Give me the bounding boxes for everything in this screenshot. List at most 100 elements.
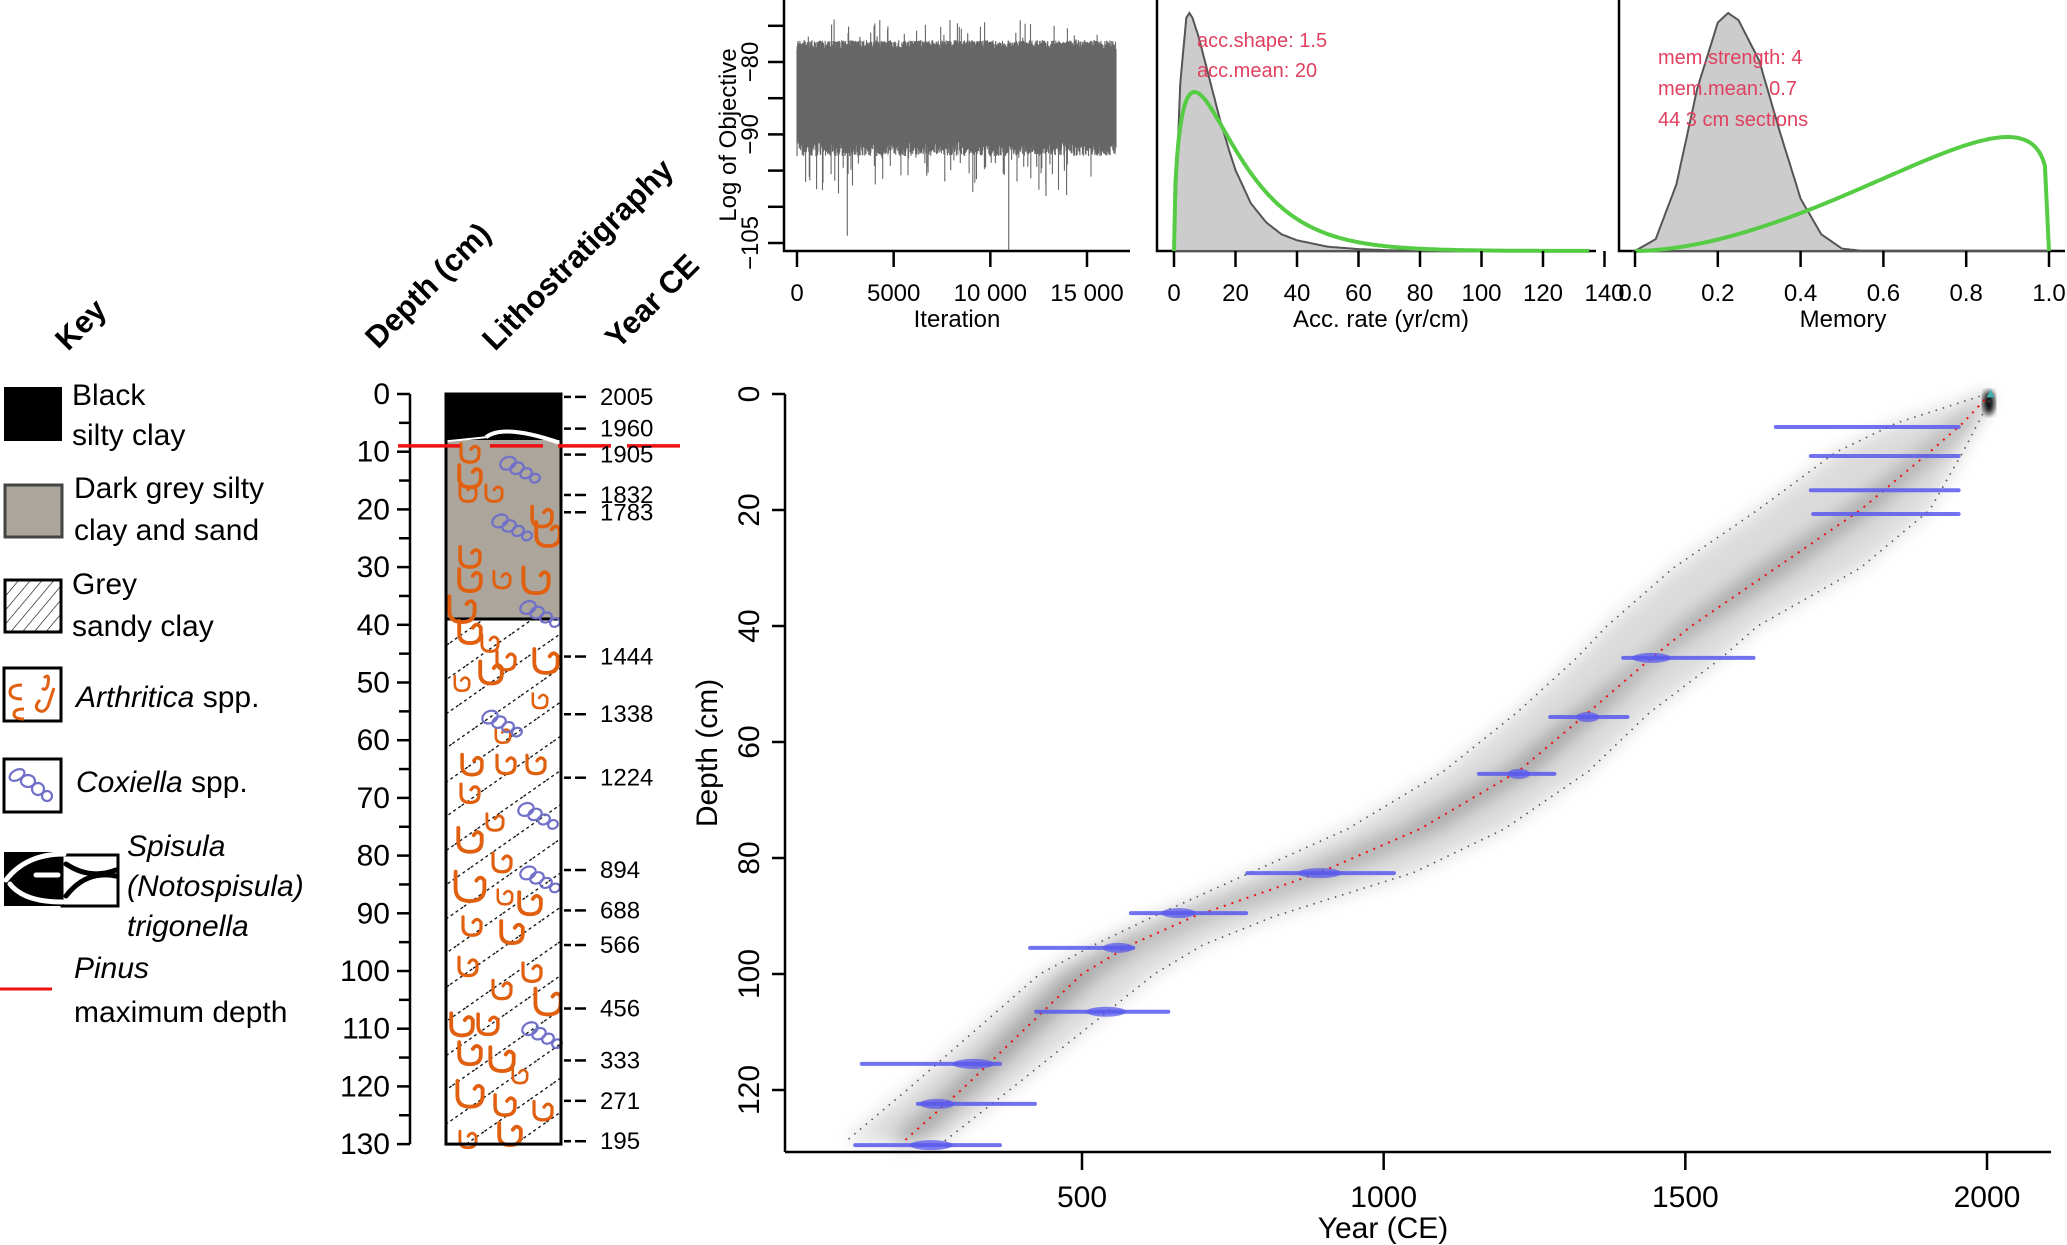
memory-panel: 0.0 0.2 0.4 0.6 0.8 1.0 Memory mem.strength: 4 m… [1617,0,2066,333]
arthritica-shell-icon [521,565,551,596]
coxiella-shell-icon [547,818,559,830]
acc-rate-annotation: acc.mean: 20 [1197,60,1317,82]
y-tick-label: 120 [733,1065,766,1115]
litho-column-frame [444,392,563,1146]
depth-tick-label: 20 [357,493,390,526]
year-label: 894 [600,857,640,884]
calibrated-date-peak [1576,712,1600,723]
depth-tick-label: 30 [357,551,390,584]
x-axis-label: Iteration [914,306,1001,333]
iteration-trace-panel: 0 5000 10 000 15 000 −80 −90 −105 Iteration Log … [715,0,1130,333]
depth-tick-label: 130 [340,1128,390,1161]
arthritica-shell-icon [480,633,500,653]
coxiella-shell-icon [539,611,553,624]
age-model-envelope [844,394,1993,1143]
y-tick-label: −80 [737,42,764,83]
key-item-pinus: Pinus maximum depth [0,952,287,1029]
x-tick-label: 20 [1222,280,1249,307]
memory-annotation: mem.mean: 0.7 [1658,78,1797,100]
coxiella-shell-icon [501,720,515,734]
arthritica-shell-icon [476,1012,500,1037]
arthritica-shell-icon [494,726,512,745]
arthritica-shell-icon [532,647,560,675]
x-tick-label: 10 000 [954,280,1027,307]
coxiella-shell-icon [521,530,533,542]
hatch-swatch [3,578,63,634]
key-item-coxiella: Coxiella spp. [2,757,248,814]
year-label: 2005 [600,384,653,411]
x-tick-label: 140 [1584,280,1624,307]
year-column-header: Year CE [598,247,706,355]
arthritica-shell-icon [511,1067,529,1085]
y-tick-label: 40 [733,609,766,642]
depth-tick-label: 10 [357,436,390,469]
arthritica-shell-icon [456,825,484,854]
arthritica-shell-icon [447,594,477,624]
depth-tick-label: 100 [340,955,390,988]
arthritica-shell-icon [457,619,483,645]
key-label: trigonella [127,910,249,943]
calibrated-date-peak [1102,942,1134,953]
iteration-axes [782,0,1130,253]
arthritica-shell-icon [530,504,554,529]
acc-rate-panel: 0 20 40 60 80 100 120 140 Acc. rate (yr/cm) acc.s… [1155,0,1625,333]
year-label: 1338 [600,701,653,728]
x-tick-label: 60 [1345,280,1372,307]
coxiella-shell-icon [511,524,525,538]
arthritica-shell-icon [488,1045,516,1073]
key-label: clay and sand [74,514,259,547]
key-label: Pinus [74,952,149,985]
y-tick-label: −90 [737,114,764,155]
key-label: (Notospisula) [127,870,304,903]
lower-bound-line [844,393,1988,1143]
arthritica-shell-icon [521,961,543,984]
year-label: 566 [600,932,640,959]
arthritica-shell-icon [455,1079,485,1109]
arthritica-shell-icon [460,752,484,777]
arthritica-shell-icon [457,463,483,490]
coxiella-shell-icon [539,876,553,890]
year-label: 1224 [600,765,653,792]
x-tick-label: 100 [1461,280,1501,307]
arthritica-shell-icon [491,978,513,1001]
year-label: 333 [600,1047,640,1074]
arthritica-shell-icon [458,483,478,503]
x-axis-label: Year (CE) [1318,1212,1449,1245]
arthritica-shell-icon [457,955,479,978]
key-item-dark-grey-clay: Dark grey silty clay and sand [3,472,264,547]
coxiella-shell-icon [541,1032,555,1045]
arthritica-shell-icon [453,674,471,693]
depth-tick-label: 40 [357,609,390,642]
depth-tick-label: 70 [357,782,390,815]
x-tick-label: 0.4 [1784,280,1817,307]
x-tick-label: 0.6 [1867,280,1900,307]
arthritica-shell-icon [495,753,517,776]
key-item-grey-sandy-clay: Grey sandy clay [3,568,214,643]
arthritica-shell-icon [461,915,483,937]
arthritica-shell-icon [525,753,547,776]
year-label: 1960 [600,416,653,443]
calibrated-date-peak [919,1098,955,1109]
x-tick-label: 120 [1523,280,1563,307]
memory-posterior-area [1631,11,2049,252]
x-tick-label: 0.8 [1950,280,1983,307]
key-label: Black [72,379,146,412]
dark-grey-swatch [3,483,64,539]
x-tick-label: 0 [1167,280,1180,307]
key-label: maximum depth [74,996,287,1029]
depth-tick-label: 60 [357,724,390,757]
key-label: Arthritica spp. [74,681,259,714]
calibrated-date-peak [1631,652,1672,663]
key-label: silty clay [72,419,185,452]
key-panel: Key Black silty clay Dark grey silty cla… [0,291,304,1029]
y-axis-label: Log of Objective [715,48,742,221]
depth-tick-label: 120 [340,1070,390,1103]
year-label: 1444 [600,644,653,671]
x-tick-label: 5000 [867,280,920,307]
spisula-shell-icon [3,851,119,905]
arthritica-shell-icon [533,986,563,1017]
coxiella-shell-icon [529,472,541,484]
x-axis-label: Acc. rate (yr/cm) [1293,306,1469,333]
arthritica-shell-icon [459,782,481,805]
